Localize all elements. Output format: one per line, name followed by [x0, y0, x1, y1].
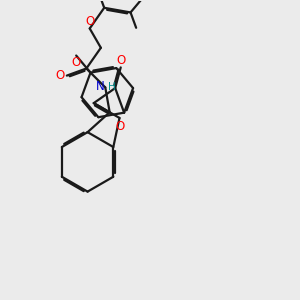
Text: H: H	[108, 82, 116, 92]
Text: O: O	[116, 54, 125, 68]
Text: O: O	[115, 120, 124, 133]
Text: O: O	[56, 68, 65, 82]
Text: O: O	[85, 15, 94, 28]
Text: O: O	[72, 56, 81, 70]
Text: N: N	[96, 80, 104, 93]
